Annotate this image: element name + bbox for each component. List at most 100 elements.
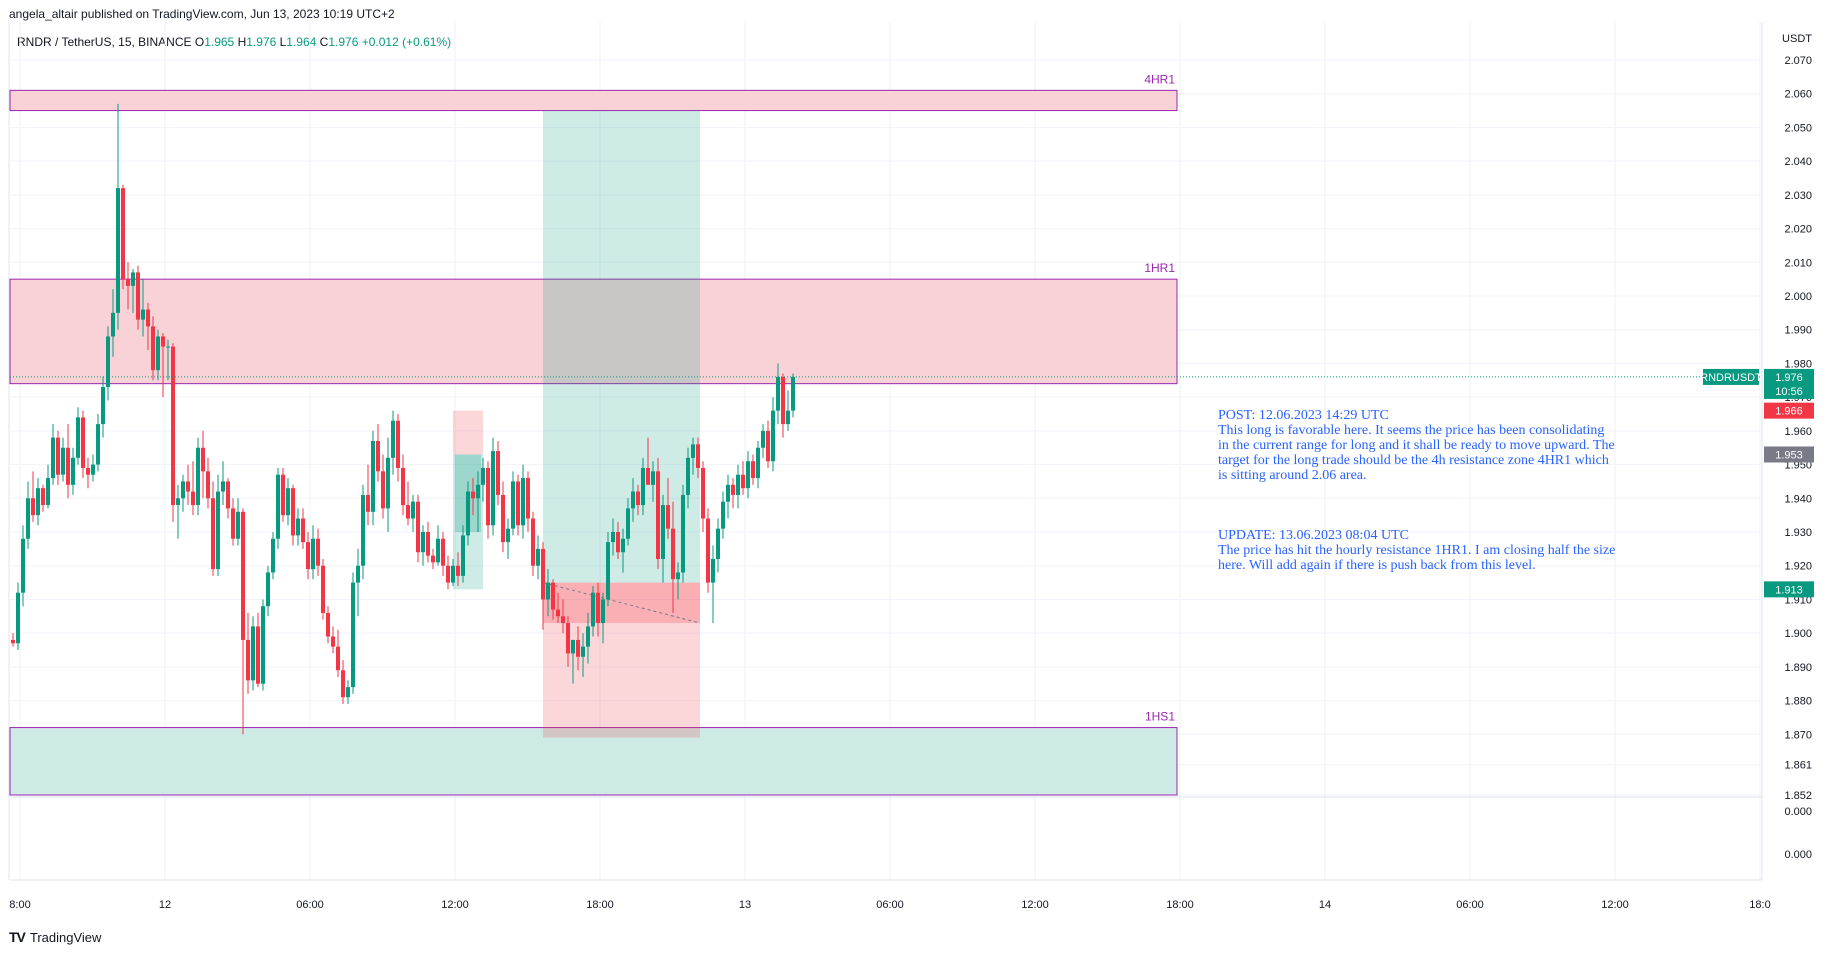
price-tag-value: 1.966: [1775, 406, 1803, 418]
zone-label-1hs1: 1HS1: [1145, 710, 1175, 724]
y-tick-label: 1.910: [1784, 594, 1812, 606]
candle-body: [456, 565, 460, 576]
candle-body: [246, 639, 250, 681]
candle-body: [676, 572, 680, 580]
candle-body: [501, 494, 505, 543]
candle-body: [366, 494, 370, 512]
candle-body: [731, 484, 735, 495]
candle-body: [51, 437, 55, 479]
y-tick-label: 2.050: [1784, 122, 1812, 134]
footer-brand[interactable]: TV TradingView: [9, 929, 101, 945]
candle-body: [176, 498, 180, 506]
candle-body: [156, 336, 160, 371]
candle-body: [516, 481, 520, 526]
high-label: H: [237, 35, 247, 49]
candle-body: [606, 542, 610, 600]
candle-body: [466, 491, 470, 536]
y-tick-label: 1.900: [1784, 628, 1812, 640]
low-value: 1.964: [286, 35, 317, 49]
candle-body: [216, 491, 220, 570]
candle-body: [791, 376, 795, 411]
candle-body: [41, 488, 45, 506]
candle-body: [581, 646, 585, 657]
candle-body: [471, 491, 475, 499]
candle-body: [441, 538, 445, 566]
y-tick-label: 2.060: [1784, 89, 1812, 101]
small-stop-zone: [453, 410, 483, 455]
idea-annotation[interactable]: POST: 12.06.2023 14:29 UTC This long is …: [1218, 393, 1618, 588]
zone-4hr1: [9, 89, 1178, 112]
candle-body: [71, 457, 75, 485]
candle-body: [96, 424, 100, 465]
candle-body: [426, 532, 430, 556]
candle-body: [166, 346, 170, 348]
candle-body: [541, 548, 545, 600]
candle-body: [741, 474, 745, 489]
y-tick-label: 1.870: [1784, 729, 1812, 741]
candle-body: [66, 447, 70, 485]
candle-body: [36, 488, 40, 516]
candle-body: [86, 467, 90, 475]
annotation-post: POST: 12.06.2023 14:29 UTC This long is …: [1218, 408, 1615, 483]
candle-body: [421, 532, 425, 553]
candle-body: [256, 626, 260, 684]
candle-body: [371, 440, 375, 512]
candle-body: [626, 508, 630, 539]
symbol-legend[interactable]: RNDR / TetherUS, 15, BINANCE O1.965 H1.9…: [17, 35, 451, 49]
last-price-tag: [1764, 368, 1814, 399]
lower-pane-tick: 0.000: [1784, 806, 1812, 818]
countdown-timer: 10:56: [1775, 386, 1803, 398]
candle-body: [106, 336, 110, 388]
x-tick-label: 13: [739, 899, 751, 911]
y-tick-label: 1.890: [1784, 662, 1812, 674]
candle-body: [141, 309, 145, 320]
candle-body: [236, 511, 240, 539]
x-tick-label: 12:00: [1021, 899, 1049, 911]
candle-body: [116, 188, 120, 313]
y-tick-label: 2.000: [1784, 291, 1812, 303]
annotation-update: UPDATE: 13.06.2023 08:04 UTC The price h…: [1218, 528, 1616, 573]
candle-body: [56, 437, 60, 475]
symbol-price-tag: [1703, 368, 1759, 385]
candle-body: [681, 494, 685, 573]
candle-body: [571, 639, 575, 654]
close-value: 1.976: [328, 35, 359, 49]
candle-body: [161, 336, 165, 347]
candle-body: [616, 532, 620, 553]
candle-body: [276, 474, 280, 539]
y-tick-label: 1.880: [1784, 696, 1812, 708]
candle-body: [271, 538, 275, 573]
y-tick-label: 1.960: [1784, 426, 1812, 438]
candle-body: [631, 491, 635, 509]
candle-body: [201, 447, 205, 472]
candle-body: [506, 528, 510, 543]
y-tick-label: 1.950: [1784, 460, 1812, 472]
candle-body: [241, 511, 245, 640]
y-tick-label: 1.940: [1784, 493, 1812, 505]
candle-body: [21, 538, 25, 593]
candle-body: [316, 538, 320, 566]
x-tick-label: 8:00: [9, 899, 30, 911]
candle-body: [31, 498, 35, 516]
price-tag-value: 1.913: [1775, 584, 1803, 596]
published-header: angela_altair published on TradingView.c…: [9, 7, 395, 21]
symbol-name[interactable]: RNDR / TetherUS, 15, BINANCE: [17, 35, 192, 49]
candle-body: [461, 535, 465, 576]
candle-body: [686, 457, 690, 495]
candle-body: [436, 538, 440, 563]
zone-1hr1: [9, 278, 1178, 385]
candle-body: [766, 430, 770, 462]
candle-body: [211, 498, 215, 570]
long-stop-zone: [543, 582, 700, 738]
zone-label-1hr1: 1HR1: [1144, 261, 1175, 275]
symbol-price-tag-text: RNDRUSDT: [1700, 372, 1762, 384]
candle-body: [326, 612, 330, 637]
candle-body: [136, 272, 140, 320]
candle-body: [671, 528, 675, 580]
candle-body: [751, 461, 755, 479]
candle-body: [661, 505, 665, 559]
candle-body: [286, 488, 290, 516]
candle-body: [221, 481, 225, 492]
candle-body: [431, 555, 435, 563]
